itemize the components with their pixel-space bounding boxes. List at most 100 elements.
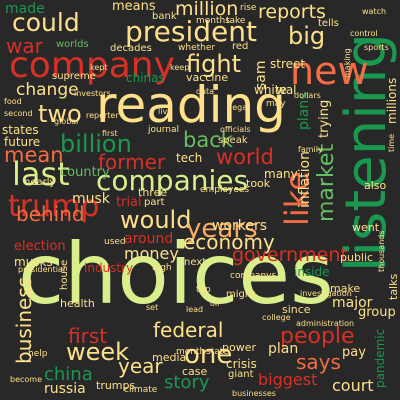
- word-take: take: [226, 16, 246, 26]
- word-red: red: [232, 41, 249, 52]
- word-tech: tech: [176, 151, 203, 165]
- word-country: country: [60, 165, 110, 180]
- word-dollars: dollars: [294, 91, 321, 100]
- word-election: election: [14, 239, 66, 254]
- word-global: global: [54, 117, 79, 126]
- word-choices: choices: [18, 225, 334, 323]
- word-big: big: [288, 22, 326, 50]
- word-supreme: supreme: [52, 71, 96, 82]
- word-legal: legal: [230, 103, 250, 112]
- word-food: food: [4, 97, 22, 106]
- word-new: new: [290, 49, 369, 93]
- word-nearly: nearly: [24, 177, 56, 188]
- word-musk: musk: [72, 191, 110, 207]
- word-watch: watch: [362, 7, 387, 16]
- word-reading: reading: [96, 76, 286, 134]
- word-workers: workers: [212, 218, 268, 234]
- word-millions: millions: [385, 77, 399, 124]
- word-media: media: [152, 351, 187, 364]
- word-bank: bank: [152, 11, 177, 22]
- word-money: money: [124, 244, 179, 263]
- word-could: could: [12, 8, 80, 37]
- word-inside: inside: [294, 265, 330, 279]
- word-states: states: [2, 123, 39, 137]
- word-high: high: [152, 263, 172, 273]
- word-group: group: [358, 305, 396, 320]
- word-time: time: [387, 133, 396, 152]
- word-billion: billion: [60, 130, 132, 158]
- word-mean: mean: [4, 143, 64, 167]
- word-companies: companies: [96, 164, 249, 197]
- word-state: state: [206, 347, 229, 357]
- word-talks: talks: [387, 273, 400, 300]
- word-trumps: trumps: [96, 379, 136, 392]
- word-lead: lead: [186, 305, 204, 314]
- word-world: world: [216, 145, 274, 169]
- word-chinas: chinas: [126, 71, 165, 85]
- word-government: government: [232, 244, 348, 266]
- word-made: made: [5, 1, 45, 17]
- word-month: month: [176, 347, 206, 357]
- word-former: former: [98, 150, 166, 174]
- word-companys: companys: [230, 271, 277, 281]
- word-kept: kept: [90, 63, 108, 72]
- word-one: one: [184, 340, 233, 370]
- word-pandemic: pandemic: [373, 328, 387, 388]
- word-says: says: [296, 350, 341, 374]
- word-reporter: reporter: [86, 111, 119, 120]
- word-oil: oil: [210, 299, 220, 308]
- word-industry: industry: [84, 261, 134, 275]
- word-reports: reports: [258, 1, 326, 23]
- word-took: took: [246, 177, 271, 190]
- word-plan: plan: [268, 341, 299, 357]
- word-health: health: [60, 297, 95, 310]
- word-two: two: [38, 100, 82, 128]
- word-wal: wal: [276, 83, 297, 97]
- word-next: next: [184, 257, 207, 268]
- word-president: president: [125, 15, 257, 48]
- word-employees: employees: [200, 185, 250, 195]
- word-data: data: [196, 87, 215, 96]
- word-people: people: [280, 324, 355, 349]
- word-thousands: thousands: [377, 230, 386, 272]
- word-change: change: [16, 80, 79, 100]
- word-major: major: [332, 295, 373, 311]
- word-investors: investors: [74, 89, 111, 98]
- word-inflation: inflation: [297, 151, 313, 208]
- word-first-small: first: [102, 129, 118, 138]
- word-since: since: [282, 303, 311, 316]
- word-tells: tells: [318, 18, 339, 29]
- word-journal: journal: [148, 125, 179, 135]
- word-fight: fight: [186, 50, 241, 78]
- word-public: public: [340, 251, 374, 264]
- word-trial: trial: [116, 195, 142, 210]
- word-three: three: [138, 186, 168, 199]
- word-top: top: [196, 285, 211, 295]
- word-trump: trump: [8, 189, 100, 224]
- word-street: street: [270, 57, 306, 71]
- word-businesses: businesses: [232, 389, 276, 398]
- word-presidential: presidential: [18, 265, 66, 274]
- word-months: months: [196, 16, 230, 26]
- word-pay: pay: [342, 345, 366, 360]
- word-sam: sam: [253, 60, 269, 90]
- word-sports: sports: [364, 43, 389, 52]
- word-vaccine: vaccine: [186, 71, 229, 84]
- word-keep: keep: [170, 63, 190, 72]
- word-part: part: [144, 197, 165, 208]
- word-worlds: worlds: [56, 39, 89, 50]
- word-help: help: [28, 349, 48, 359]
- word-rise: rise: [240, 3, 257, 13]
- word-court: court: [332, 376, 374, 395]
- word-behind: behind: [16, 202, 85, 226]
- word-case: case: [182, 365, 208, 378]
- word-make: make: [330, 282, 361, 295]
- word-set: set: [146, 303, 159, 312]
- word-decades: decades: [110, 43, 152, 54]
- word-biggest: biggest: [258, 370, 318, 389]
- word-year: year: [118, 354, 163, 378]
- word-administration: administration: [296, 319, 355, 328]
- word-future: future: [4, 135, 41, 149]
- word-house: house: [59, 259, 70, 290]
